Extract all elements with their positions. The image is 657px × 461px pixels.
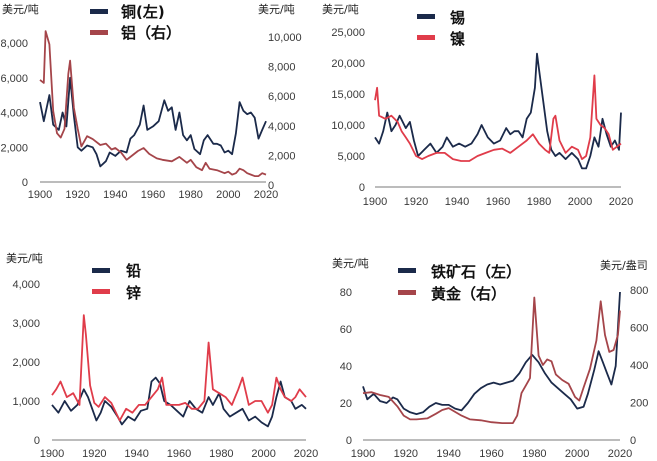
series-line-2 xyxy=(39,30,267,177)
x-tick-label: 1920 xyxy=(65,189,89,201)
y-left-tick-label: 6,000 xyxy=(0,73,28,85)
y-right-tick-label: 0 xyxy=(268,180,274,192)
y-left-tick-label: 4,000 xyxy=(12,279,40,291)
legend-label-ironore: 铁矿石（左） xyxy=(431,263,521,281)
series-line-1 xyxy=(39,76,267,168)
x-tick-label: 1980 xyxy=(178,189,202,201)
legend-swatch-aluminum xyxy=(90,30,108,35)
y-right-tick-label: 6,000 xyxy=(268,91,296,103)
x-tick-label: 2000 xyxy=(568,196,592,208)
x-tick-label: 1980 xyxy=(209,448,233,460)
legend-label-lead: 铅 xyxy=(126,262,141,280)
x-tick-label: 1940 xyxy=(436,448,460,460)
y-right-tick-label: 0 xyxy=(630,435,636,447)
y-left-tick-label: 20,000 xyxy=(331,58,365,70)
x-tick-label: 1920 xyxy=(394,448,418,460)
x-tick-label: 1900 xyxy=(351,448,375,460)
series-line-2 xyxy=(374,74,622,162)
y-left-tick-label: 10,000 xyxy=(331,120,365,132)
y-left-tick-label: 80 xyxy=(340,287,352,299)
x-tick-label: 1940 xyxy=(445,196,469,208)
y-right-tick-label: 2,000 xyxy=(268,150,296,162)
x-tick-label: 2020 xyxy=(608,448,632,460)
y-left-tick-label: 8,000 xyxy=(0,38,28,50)
x-tick-label: 1980 xyxy=(522,448,546,460)
left-unit-label: 美元/吨 xyxy=(322,3,359,16)
legend-label-zinc: 锌 xyxy=(126,284,141,302)
panel-copper-aluminum: 美元/吨 美元/吨 1900 1920 1940 1960 1980 2000 2020 0… xyxy=(0,3,301,201)
x-tick-label: 1900 xyxy=(40,448,64,460)
x-tick-label: 1920 xyxy=(404,196,428,208)
x-tick-label: 1960 xyxy=(141,189,165,201)
left-unit-label: 美元/吨 xyxy=(2,3,39,16)
legend-label-copper: 铜(左) xyxy=(121,3,165,21)
panel-ironore-gold: 美元/吨 美元/盎司 1900 1920 1940 1960 1980 2000 2020 … xyxy=(332,257,648,460)
series-line-1 xyxy=(374,52,622,170)
legend-label-tin: 锡 xyxy=(450,9,465,27)
x-tick-label: 1960 xyxy=(486,196,510,208)
series-line-2 xyxy=(362,296,621,424)
y-left-tick-label: 2,000 xyxy=(0,142,28,154)
y-right-tick-label: 400 xyxy=(630,360,648,372)
y-left-tick-label: 15,000 xyxy=(331,89,365,101)
left-unit-label: 美元/吨 xyxy=(6,252,43,265)
y-left-tick-label: 0 xyxy=(359,182,365,194)
right-unit-label: 美元/盎司 xyxy=(600,258,648,272)
legend-swatch-zinc xyxy=(92,289,110,294)
y-left-tick-label: 0 xyxy=(22,177,28,189)
panel-tin-nickel: 美元/吨 1900 1920 1940 1960 1980 2000 2020 0 5,000… xyxy=(322,3,633,208)
legend-swatch-gold xyxy=(398,290,416,295)
x-tick-label: 2000 xyxy=(216,189,240,201)
y-left-tick-label: 2,000 xyxy=(12,357,40,369)
x-tick-label: 2020 xyxy=(609,196,633,208)
x-tick-label: 2020 xyxy=(294,448,318,460)
legend-swatch-copper xyxy=(90,9,108,14)
right-unit-label: 美元/吨 xyxy=(258,3,295,16)
x-tick-label: 1900 xyxy=(28,189,52,201)
y-left-tick-label: 5,000 xyxy=(337,151,365,163)
y-left-tick-label: 25,000 xyxy=(331,27,365,39)
legend-label-gold: 黄金（右） xyxy=(431,285,506,303)
x-tick-label: 1920 xyxy=(82,448,106,460)
y-left-tick-label: 3,000 xyxy=(12,318,40,330)
x-tick-label: 2020 xyxy=(254,189,278,201)
y-left-tick-label: 60 xyxy=(340,324,352,336)
legend-swatch-ironore xyxy=(398,268,416,273)
y-right-tick-label: 10,000 xyxy=(268,32,302,44)
series-line-1 xyxy=(362,291,621,415)
x-tick-label: 1980 xyxy=(527,196,551,208)
left-unit-label: 美元/吨 xyxy=(332,257,369,270)
y-right-tick-label: 800 xyxy=(630,285,648,297)
y-left-tick-label: 0 xyxy=(34,435,40,447)
legend-label-aluminum: 铝（右） xyxy=(121,24,181,42)
x-tick-label: 1900 xyxy=(363,196,387,208)
y-left-tick-label: 40 xyxy=(340,361,352,373)
x-tick-label: 2000 xyxy=(565,448,589,460)
x-tick-label: 2000 xyxy=(251,448,275,460)
x-tick-label: 1960 xyxy=(479,448,503,460)
y-right-tick-label: 600 xyxy=(630,323,648,335)
y-right-tick-label: 200 xyxy=(630,398,648,410)
x-tick-label: 1960 xyxy=(167,448,191,460)
legend-label-nickel: 镍 xyxy=(450,30,465,48)
series-line-1 xyxy=(51,376,307,428)
y-right-tick-label: 4,000 xyxy=(268,121,296,133)
y-left-tick-label: 4,000 xyxy=(0,108,28,120)
series-line-2 xyxy=(51,314,307,422)
y-left-tick-label: 0 xyxy=(346,435,352,447)
y-right-tick-label: 8,000 xyxy=(268,62,296,74)
legend-swatch-lead xyxy=(92,268,110,273)
panel-lead-zinc: 美元/吨 1900 1920 1940 1960 1980 2000 2020 0 1,000… xyxy=(6,252,318,460)
legend-swatch-nickel xyxy=(417,35,435,40)
x-tick-label: 1940 xyxy=(124,448,148,460)
legend-swatch-tin xyxy=(417,14,435,19)
x-tick-label: 1940 xyxy=(103,189,127,201)
y-left-tick-label: 20 xyxy=(340,398,352,410)
y-left-tick-label: 1,000 xyxy=(12,396,40,408)
